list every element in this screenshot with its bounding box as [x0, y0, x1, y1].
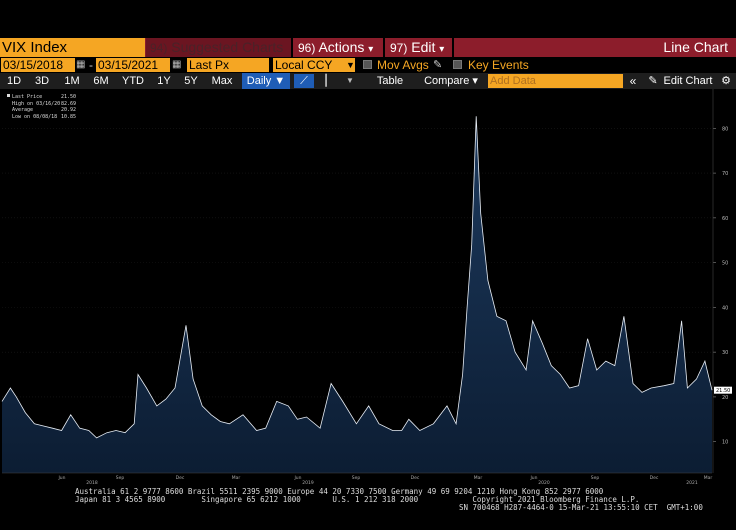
x-tick-label: Dec: [650, 475, 659, 481]
y-tick-label: 40: [722, 305, 728, 311]
mov-avgs-checkbox[interactable]: [363, 60, 372, 69]
period-1d[interactable]: 1D: [6, 75, 22, 87]
y-tick-label: 10: [722, 440, 728, 446]
range-bar: 03/15/2018 ▦ - 03/15/2021 ▦ Last Px Loca…: [0, 57, 736, 73]
y-tick-label: 30: [722, 350, 728, 356]
suggested-charts-num: 94): [150, 41, 168, 55]
main-toolbar: VIX Index 94) Suggested Charts 96) Actio…: [0, 38, 736, 57]
pencil-icon[interactable]: ✎: [433, 59, 443, 71]
edit-button[interactable]: 97) Edit ▾: [386, 38, 448, 57]
pencil-icon[interactable]: ✎: [648, 75, 658, 87]
price-area: [2, 116, 712, 474]
edit-num: 97): [390, 41, 408, 55]
last-price-tag: 21.50: [714, 386, 732, 394]
footer-session: SN 700468 H287-4464-0 15-Mar-21 13:55:10…: [459, 503, 703, 512]
start-date-field[interactable]: 03/15/2018: [1, 58, 75, 72]
x-tick-label: Dec: [411, 475, 420, 481]
compare-button[interactable]: Compare ▾: [424, 75, 478, 87]
legend-low: Low on 08/08/18 10.85: [12, 113, 77, 120]
toolbar-divider: [452, 38, 454, 57]
x-tick-label: Mar: [474, 475, 483, 481]
calendar-icon[interactable]: ▦: [172, 59, 182, 70]
last-price-value: 21.50: [716, 388, 730, 394]
x-tick-label: 2018: [86, 480, 98, 486]
actions-button[interactable]: 96) Actions ▾: [294, 38, 377, 57]
gear-icon[interactable]: ⚙: [721, 75, 731, 87]
y-tick-label: 50: [722, 261, 728, 267]
period-ytd[interactable]: YTD: [122, 75, 144, 87]
x-tick-label: 2020: [538, 480, 550, 486]
actions-num: 96): [298, 41, 316, 55]
x-tick-label: 2019: [302, 480, 314, 486]
x-tick-label: Sep: [352, 475, 361, 481]
bloomberg-footer: Australia 61 2 9777 8600 Brazil 5511 239…: [0, 487, 736, 530]
x-tick-label: Jun: [57, 475, 65, 481]
period-6m[interactable]: 6M: [93, 75, 109, 87]
table-button[interactable]: Table: [376, 75, 404, 87]
calendar-icon[interactable]: ▦: [76, 59, 86, 70]
period-3d[interactable]: 3D: [34, 75, 50, 87]
x-tick-label: Sep: [591, 475, 600, 481]
legend-last-price: Last Price 21.50: [7, 94, 76, 101]
period-1y[interactable]: 1Y: [157, 75, 171, 87]
chart-legend: Last Price 21.50 High on 03/16/20 82.69 Av…: [7, 94, 76, 120]
add-data-input[interactable]: Add Data: [488, 74, 623, 88]
chart-type-title: Line Chart: [663, 39, 728, 55]
x-tick-label: 2021: [686, 480, 698, 486]
edit-label: Edit: [411, 39, 436, 55]
period-1m[interactable]: 1M: [64, 75, 80, 87]
key-events-label[interactable]: Key Events: [468, 58, 529, 72]
chevron-down-icon[interactable]: ▼: [346, 76, 354, 85]
y-axis: 10 20 30 40 50 60 70 80: [712, 89, 728, 473]
y-tick-label: 70: [722, 171, 728, 177]
y-tick-label: 60: [722, 216, 728, 222]
date-range-dash: -: [89, 58, 93, 72]
legend-swatch: [7, 94, 10, 97]
mov-avgs-label[interactable]: Mov Avgs: [377, 58, 429, 72]
end-date-field[interactable]: 03/15/2021: [96, 58, 170, 72]
x-tick-label: Sep: [116, 475, 125, 481]
collapse-icon[interactable]: «: [629, 74, 637, 88]
actions-label: Actions: [318, 39, 365, 55]
frequency-select[interactable]: Daily ▼: [242, 73, 290, 89]
toolbar-divider: [383, 38, 385, 57]
last-price-box: [714, 386, 732, 394]
bar-style-icon[interactable]: ┃: [322, 75, 330, 87]
ticker-field[interactable]: VIX Index: [0, 38, 145, 57]
chevron-down-icon: ▾: [368, 44, 374, 55]
x-tick-label: Jun: [529, 475, 537, 481]
footer-phones-1: Australia 61 2 9777 8600 Brazil 5511 239…: [75, 487, 604, 496]
key-events-checkbox[interactable]: [453, 60, 462, 69]
period-bar: 1D 3D 1M 6M YTD 1Y 5Y Max Daily ▼ ⟋ ┃ ▼ …: [0, 73, 736, 89]
x-tick-label: Mar: [232, 475, 241, 481]
suggested-charts-button[interactable]: 94) Suggested Charts: [146, 38, 291, 57]
currency-select[interactable]: Local CCY: [273, 58, 355, 72]
y-tick-label: 20: [722, 395, 728, 401]
x-tick-label: Jun: [293, 475, 301, 481]
toolbar-divider: [291, 38, 293, 57]
suggested-charts-label: Suggested Charts: [171, 39, 284, 55]
period-5y[interactable]: 5Y: [184, 75, 198, 87]
price-field-select[interactable]: Last Px: [187, 58, 269, 72]
edit-chart-button[interactable]: Edit Chart: [663, 75, 713, 87]
chevron-down-icon[interactable]: ▼: [346, 60, 355, 70]
price-line: [1, 116, 713, 439]
legend-high: High on 03/16/20 82.69: [12, 100, 77, 107]
line-chart-icon[interactable]: ⟋: [294, 74, 314, 88]
period-max[interactable]: Max: [211, 75, 233, 87]
legend-average: Average 20.92: [12, 107, 77, 113]
x-tick-label: Dec: [176, 475, 185, 481]
x-tick-label: Mar: [704, 475, 713, 481]
footer-phones-2: Japan 81 3 4565 8900 Singapore 65 6212 1…: [75, 495, 640, 504]
chevron-down-icon: ▾: [439, 44, 445, 55]
y-tick-label: 80: [722, 126, 728, 132]
